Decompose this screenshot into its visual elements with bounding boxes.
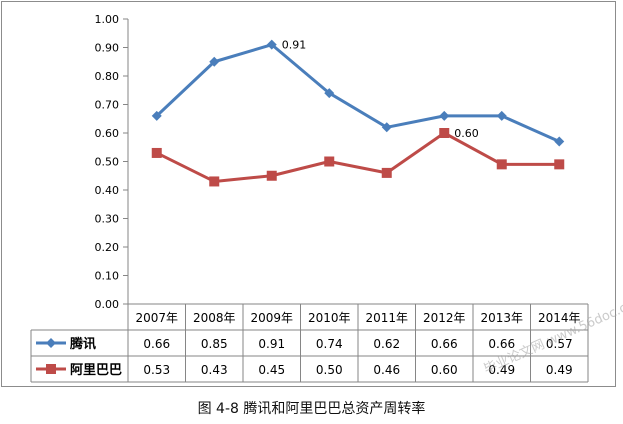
x-tick-label: 2014年 bbox=[538, 311, 581, 325]
chart-frame bbox=[1, 1, 616, 387]
table-cell-value: 0.60 bbox=[431, 363, 458, 377]
legend-key-marker bbox=[46, 338, 56, 348]
table-cell-value: 0.43 bbox=[201, 363, 228, 377]
data-point bbox=[151, 110, 162, 121]
y-tick-label: 0.60 bbox=[95, 127, 120, 140]
table-cell-value: 0.66 bbox=[488, 337, 515, 351]
legend-label: 阿里巴巴 bbox=[70, 363, 122, 378]
data-point bbox=[554, 159, 565, 170]
data-point bbox=[209, 56, 220, 67]
y-tick-label: 0.40 bbox=[95, 184, 120, 197]
y-tick-label: 1.00 bbox=[95, 13, 120, 26]
y-tick-label: 0.70 bbox=[95, 99, 120, 112]
table-cell-value: 0.49 bbox=[488, 363, 515, 377]
chart-caption: 图 4-8 腾讯和阿里巴巴总资产周转率 bbox=[197, 401, 426, 417]
data-point bbox=[209, 176, 220, 187]
data-point bbox=[439, 128, 450, 138]
data-point bbox=[381, 167, 392, 178]
x-tick-label: 2010年 bbox=[308, 311, 351, 325]
table-cell-value: 0.66 bbox=[143, 337, 170, 351]
table-cell-value: 0.50 bbox=[316, 363, 343, 377]
table-cell-value: 0.46 bbox=[373, 363, 400, 377]
y-tick-label: 0.50 bbox=[95, 156, 120, 169]
table-cell-value: 0.85 bbox=[201, 337, 228, 351]
data-point bbox=[439, 110, 450, 121]
table-cell-value: 0.49 bbox=[546, 363, 573, 377]
table-cell-value: 0.74 bbox=[316, 337, 343, 351]
y-tick-label: 0.80 bbox=[95, 70, 120, 83]
x-tick-label: 2008年 bbox=[193, 311, 236, 325]
legend-key-marker bbox=[46, 364, 56, 374]
x-tick-label: 2009年 bbox=[250, 311, 293, 325]
data-point bbox=[324, 88, 335, 99]
x-tick-label: 2013年 bbox=[480, 311, 523, 325]
x-tick-label: 2012年 bbox=[423, 311, 466, 325]
y-tick-label: 0.20 bbox=[95, 241, 120, 254]
legend-label: 腾讯 bbox=[69, 336, 96, 352]
x-tick-label: 2011年 bbox=[365, 311, 408, 325]
data-point bbox=[496, 159, 507, 170]
table-cell-value: 0.91 bbox=[258, 337, 285, 351]
table-cell-value: 0.66 bbox=[431, 337, 458, 351]
chart-svg: 0.00 0.10 0.20 0.30 0.40 0.50 0.60 0.70 0.80 0.90… bbox=[30, 13, 589, 383]
data-point bbox=[324, 156, 335, 167]
table-cell-value: 0.57 bbox=[546, 337, 573, 351]
data-point bbox=[554, 136, 565, 147]
data-point bbox=[266, 39, 277, 50]
y-tick-label: 0.30 bbox=[95, 213, 120, 226]
y-tick-label: 0.00 bbox=[95, 298, 120, 311]
data-point bbox=[151, 147, 162, 158]
data-point bbox=[496, 110, 507, 121]
table-cell-value: 0.53 bbox=[143, 363, 170, 377]
y-tick-label: 0.10 bbox=[95, 270, 120, 283]
series-line-1 bbox=[156, 131, 560, 183]
x-tick-label: 2007年 bbox=[135, 311, 178, 325]
data-point bbox=[381, 122, 392, 133]
table-cell-value: 0.45 bbox=[258, 363, 285, 377]
table-cell-value: 0.62 bbox=[373, 337, 400, 351]
series-line-0 bbox=[155, 43, 560, 143]
data-label-annotation: 0.91 bbox=[282, 39, 307, 52]
data-label-annotation: 0.60 bbox=[454, 127, 479, 140]
y-tick-label: 0.90 bbox=[95, 42, 120, 55]
data-point bbox=[266, 170, 277, 181]
